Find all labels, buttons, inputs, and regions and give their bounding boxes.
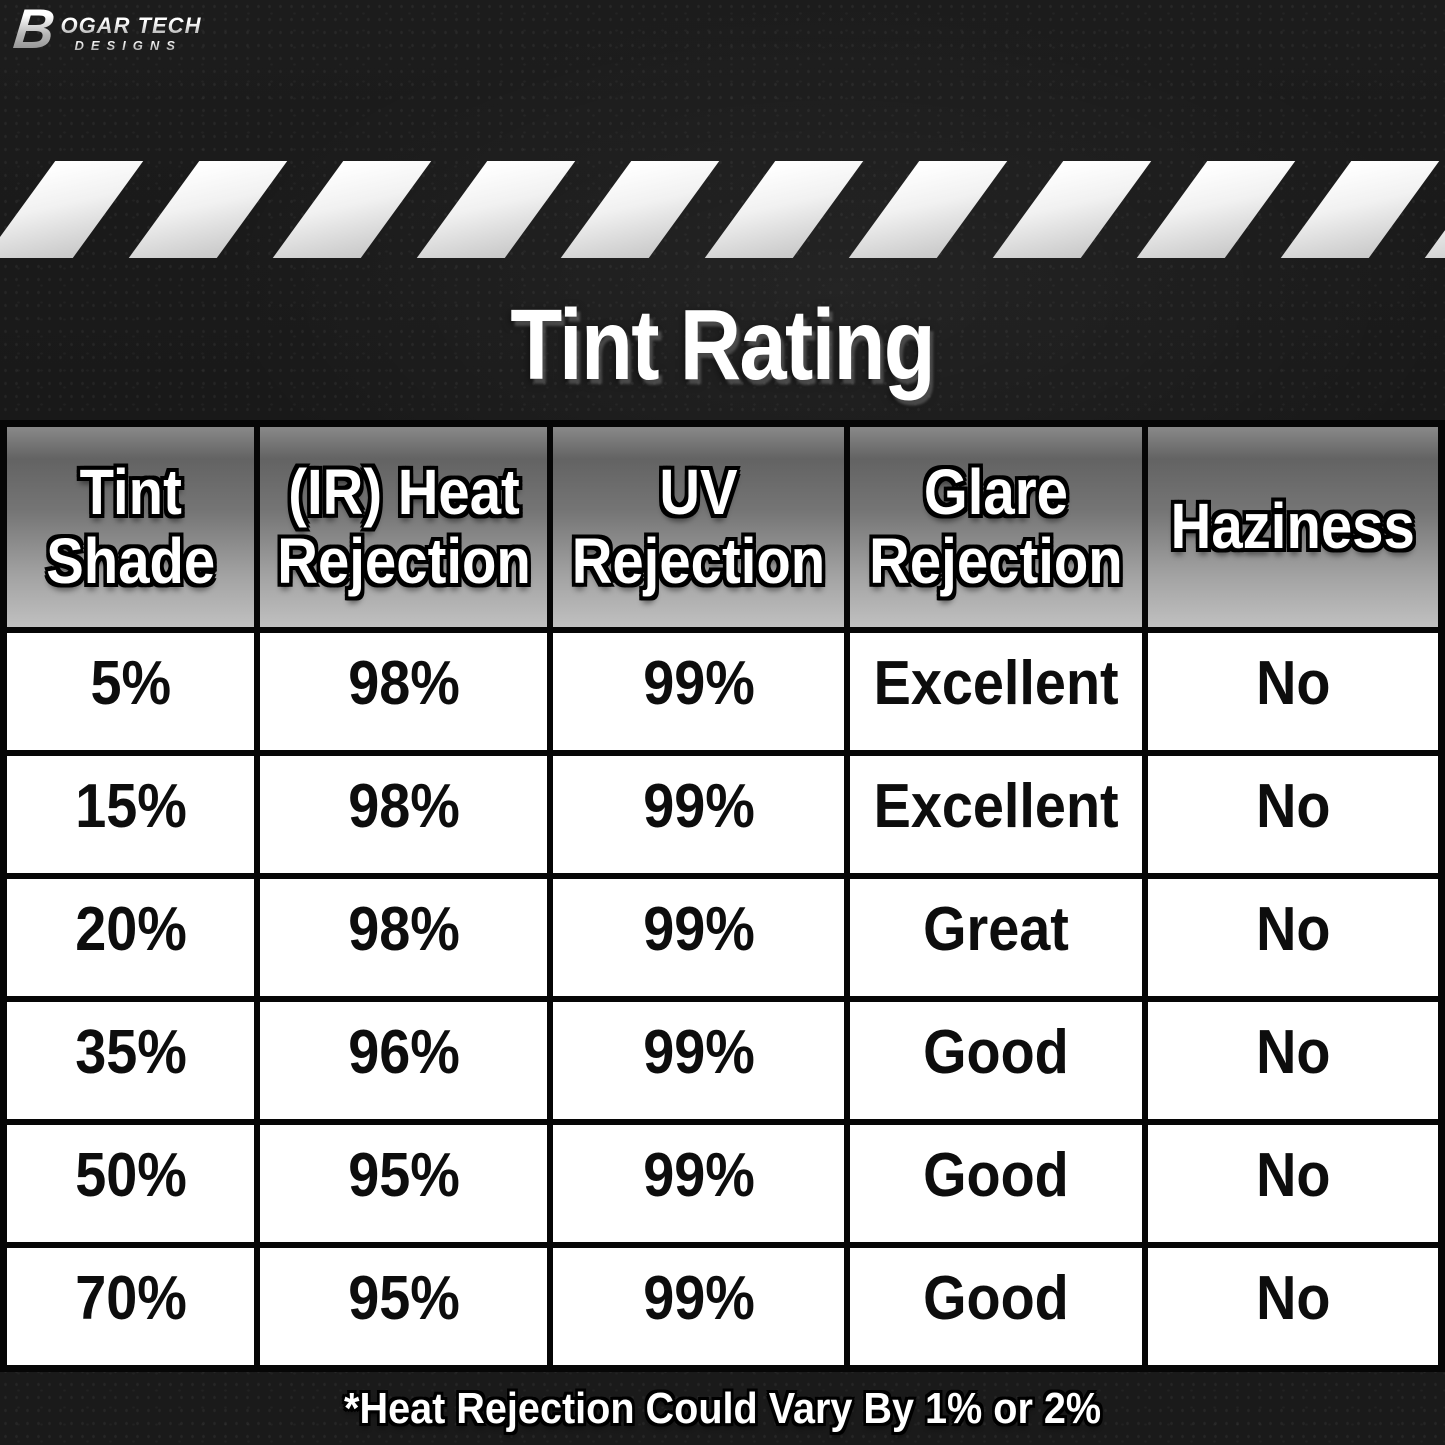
cell-value: 95% [348, 1140, 460, 1210]
table-cell: 99% [553, 879, 845, 996]
brand-subtitle: DESIGNS [74, 39, 201, 52]
header-cell-ir-heat-rejection: (IR) Heat Rejection [260, 427, 548, 627]
page-title-text: Tint Rating [510, 289, 936, 401]
table-cell: No [1148, 1002, 1438, 1119]
hazard-stripe [128, 161, 288, 258]
table-cell: 99% [553, 756, 845, 873]
table-cell: 99% [553, 1125, 845, 1242]
hazard-stripe [992, 161, 1152, 258]
table-cell: No [1148, 633, 1438, 750]
hazard-stripe [704, 161, 864, 258]
hazard-stripe [560, 161, 720, 258]
cell-value: Excellent [873, 648, 1119, 718]
hazard-stripe [0, 161, 144, 258]
cell-value: No [1255, 771, 1331, 841]
cell-value: 99% [642, 894, 755, 964]
cell-value: Good [923, 1140, 1070, 1210]
table-cell: 98% [260, 879, 548, 996]
header-cell-haziness: Haziness [1148, 427, 1438, 627]
table-cell: Good [850, 1248, 1143, 1365]
table-cell: 35% [7, 1002, 255, 1119]
table-cell: No [1148, 879, 1438, 996]
table-cell: 50% [7, 1125, 255, 1242]
cell-value: 98% [348, 771, 460, 841]
table-cell: 70% [7, 1248, 255, 1365]
table-cell: 99% [553, 1248, 845, 1365]
cell-value: No [1255, 1017, 1331, 1087]
table-cell: 15% [7, 756, 255, 873]
cell-value: 98% [348, 648, 460, 718]
table-cell: Excellent [850, 756, 1143, 873]
cell-value: 70% [74, 1263, 187, 1333]
table-cell: 5% [7, 633, 255, 750]
header-label: Tint Shade [46, 455, 216, 597]
cell-value: 98% [348, 894, 460, 964]
table-cell: Great [850, 879, 1143, 996]
header-label: Glare Rejection [869, 455, 1123, 597]
table-cell: No [1148, 1125, 1438, 1242]
brand-logo-text: OGAR TECH DESIGNS [60, 13, 202, 53]
cell-value: Good [923, 1263, 1070, 1333]
hazard-stripe [1280, 161, 1440, 258]
cell-value: Excellent [873, 771, 1119, 841]
table-cell: 95% [260, 1125, 548, 1242]
header-cell-tint-shade: Tint Shade [7, 427, 255, 627]
page-title: Tint Rating [0, 284, 1445, 406]
hazard-stripe [416, 161, 576, 258]
table-cell: Excellent [850, 633, 1143, 750]
cell-value: 15% [74, 771, 187, 841]
hazard-stripe [1136, 161, 1296, 258]
cell-value: 99% [642, 1017, 755, 1087]
table-cell: 95% [260, 1248, 548, 1365]
cell-value: 5% [90, 648, 172, 718]
cell-value: 35% [74, 1017, 187, 1087]
cell-value: 95% [348, 1263, 460, 1333]
header-label: (IR) Heat Rejection [277, 455, 531, 597]
table-cell: 98% [260, 633, 548, 750]
table-cell: Good [850, 1002, 1143, 1119]
table-cell: 99% [553, 633, 845, 750]
footnote: *Heat Rejection Could Vary By 1% or 2% [0, 1372, 1445, 1445]
cell-value: Great [923, 894, 1070, 964]
cell-value: 99% [642, 771, 755, 841]
footnote-text: *Heat Rejection Could Vary By 1% or 2% [343, 1383, 1102, 1433]
cell-value: 96% [348, 1017, 460, 1087]
table-cell: 99% [553, 1002, 845, 1119]
table-cell: No [1148, 756, 1438, 873]
cell-value: 99% [642, 1263, 755, 1333]
cell-value: 99% [642, 648, 755, 718]
brand-logo-mark: B [10, 0, 58, 60]
header-cell-uv-rejection: UV Rejection [553, 427, 845, 627]
header-cell-glare-rejection: Glare Rejection [850, 427, 1143, 627]
table-cell: 20% [7, 879, 255, 996]
cell-value: Good [923, 1017, 1070, 1087]
header-label: UV Rejection [572, 455, 826, 597]
header-label: Haziness [1170, 490, 1416, 563]
cell-value: 99% [642, 1140, 755, 1210]
cell-value: No [1255, 1140, 1331, 1210]
cell-value: 50% [74, 1140, 187, 1210]
table-cell: Good [850, 1125, 1143, 1242]
brand-logo: B OGAR TECH DESIGNS [10, 0, 202, 60]
tint-rating-table: Tint Shade (IR) Heat Rejection UV Reject… [0, 420, 1445, 1372]
table-cell: 96% [260, 1002, 548, 1119]
cell-value: No [1255, 648, 1331, 718]
cell-value: No [1255, 894, 1331, 964]
table-cell: No [1148, 1248, 1438, 1365]
brand-name: OGAR TECH [60, 13, 202, 38]
table-cell: 98% [260, 756, 548, 873]
cell-value: No [1255, 1263, 1331, 1333]
cell-value: 20% [74, 894, 187, 964]
hazard-stripe [272, 161, 432, 258]
hazard-stripe [848, 161, 1008, 258]
hazard-stripes-band [0, 161, 1445, 258]
